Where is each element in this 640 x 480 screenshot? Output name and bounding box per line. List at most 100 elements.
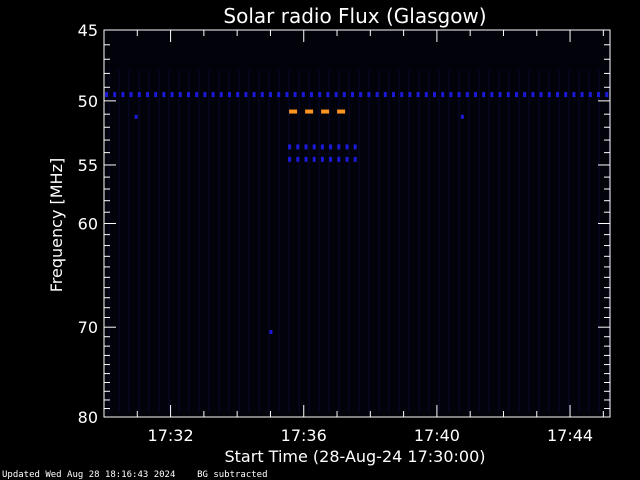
- band-49.5-dash: [244, 92, 248, 98]
- noise-layer: [108, 70, 610, 412]
- band-49.5-dash: [162, 92, 166, 98]
- band-53.5-dash: [304, 144, 308, 150]
- band-49.5-dash: [556, 92, 559, 98]
- noise-streak: [258, 70, 260, 412]
- band-49.5-dash: [178, 92, 182, 98]
- noise-streak: [368, 70, 370, 412]
- band-53.5-dash: [345, 144, 349, 150]
- band-49.5-dash: [506, 92, 510, 98]
- band-49.5-dash: [105, 92, 108, 98]
- band-49.5-dash: [531, 92, 535, 98]
- band-54.5-dash: [337, 156, 341, 162]
- noise-streak: [608, 70, 610, 412]
- bg-subtracted-note: BG subtracted: [197, 470, 268, 480]
- band-49.5-dash: [334, 92, 338, 98]
- noise-streak: [108, 70, 110, 412]
- band-49.5-dash: [400, 92, 404, 98]
- noise-streak: [478, 70, 480, 412]
- band-50.8-dash: [305, 109, 314, 114]
- band-49.5-dash: [572, 92, 576, 98]
- noise-streak: [348, 70, 350, 412]
- noise-streak: [288, 70, 290, 412]
- noise-streak: [428, 70, 430, 412]
- noise-streak: [308, 70, 310, 412]
- band-49.5-dash: [129, 92, 133, 98]
- y-tick-label: 70: [78, 318, 98, 337]
- band-49.5-dash: [424, 92, 428, 98]
- noise-streak: [208, 70, 210, 412]
- band-49.5-dash: [301, 92, 305, 98]
- footer: Updated Wed Aug 28 18:16:43 2024 BG subt…: [2, 470, 268, 480]
- band-49.5-dash: [515, 92, 518, 98]
- noise-streak: [138, 70, 140, 412]
- band-49.5-dash: [580, 92, 584, 98]
- x-tick-label: 17:32: [148, 426, 194, 445]
- band-49.5-dash: [351, 92, 354, 98]
- noise-streak: [528, 70, 530, 412]
- noise-streak: [388, 70, 390, 412]
- noise-streak: [508, 70, 510, 412]
- band-49.5-dash: [433, 92, 436, 98]
- noise-streak: [438, 70, 440, 412]
- band-49.5-dash: [121, 92, 125, 98]
- tick-marks: 45 50 55 60 70 80 17:32 17:36 17:40 17:44: [78, 21, 610, 445]
- noise-streak: [398, 70, 400, 412]
- band-49.5-dash: [474, 92, 477, 98]
- band-54.5-dash: [345, 156, 349, 162]
- band-54.5-dash: [296, 156, 300, 162]
- band-49.5-dash: [547, 92, 551, 98]
- y-tick-label: 55: [78, 156, 98, 175]
- band-49.5-dash: [564, 92, 568, 98]
- band-49.5-dash: [408, 92, 412, 98]
- noise-streak: [298, 70, 300, 412]
- band-53.5-dash: [337, 144, 341, 150]
- noise-streak: [338, 70, 340, 412]
- spot-1: [134, 114, 138, 119]
- band-49.5-dash: [597, 92, 600, 98]
- band-49.5-dash: [195, 92, 199, 98]
- y-tick-label: 50: [78, 92, 98, 111]
- band-54.5-dash: [353, 156, 357, 162]
- band-49.5-dash: [137, 92, 141, 98]
- noise-streak: [328, 70, 330, 412]
- band-49.5-dash: [203, 92, 207, 98]
- band-49.5-dash: [441, 92, 445, 98]
- noise-streak: [148, 70, 150, 412]
- noise-streak: [128, 70, 130, 412]
- band-49.5-dash: [252, 92, 256, 98]
- noise-streak: [318, 70, 320, 412]
- signal-features: [105, 92, 609, 334]
- noise-streak: [518, 70, 520, 412]
- band-53.5-dash: [312, 144, 316, 150]
- noise-streak: [378, 70, 380, 412]
- noise-streak: [418, 70, 420, 412]
- x-tick-label: 17:44: [547, 426, 593, 445]
- noise-streak: [238, 70, 240, 412]
- y-axis-label: Frequency [MHz]: [47, 158, 66, 292]
- band-53.5-dash: [320, 144, 324, 150]
- band-49.5-dash: [359, 92, 363, 98]
- noise-streak: [588, 70, 590, 412]
- band-49.5-dash: [449, 92, 453, 98]
- noise-streak: [178, 70, 180, 412]
- spot-2: [460, 114, 464, 119]
- band-49.5-dash: [154, 92, 158, 98]
- band-49.5-dash: [269, 92, 272, 98]
- band-49.5-dash: [285, 92, 289, 98]
- band-49.5-dash: [342, 92, 346, 98]
- band-53.5-dash: [353, 144, 357, 150]
- band-49.5-dash: [219, 92, 223, 98]
- spot-3: [269, 329, 273, 334]
- x-axis-label: Start Time (28-Aug-24 17:30:00): [225, 447, 486, 466]
- band-49.5-dash: [326, 92, 330, 98]
- noise-streak: [278, 70, 280, 412]
- band-49.5-dash: [523, 92, 527, 98]
- band-49.5-dash: [318, 92, 322, 98]
- band-54.5-dash: [329, 156, 333, 162]
- band-54.5-dash: [288, 156, 292, 162]
- noise-streak: [268, 70, 270, 412]
- noise-streak: [248, 70, 250, 412]
- noise-streak: [558, 70, 560, 412]
- noise-streak: [468, 70, 470, 412]
